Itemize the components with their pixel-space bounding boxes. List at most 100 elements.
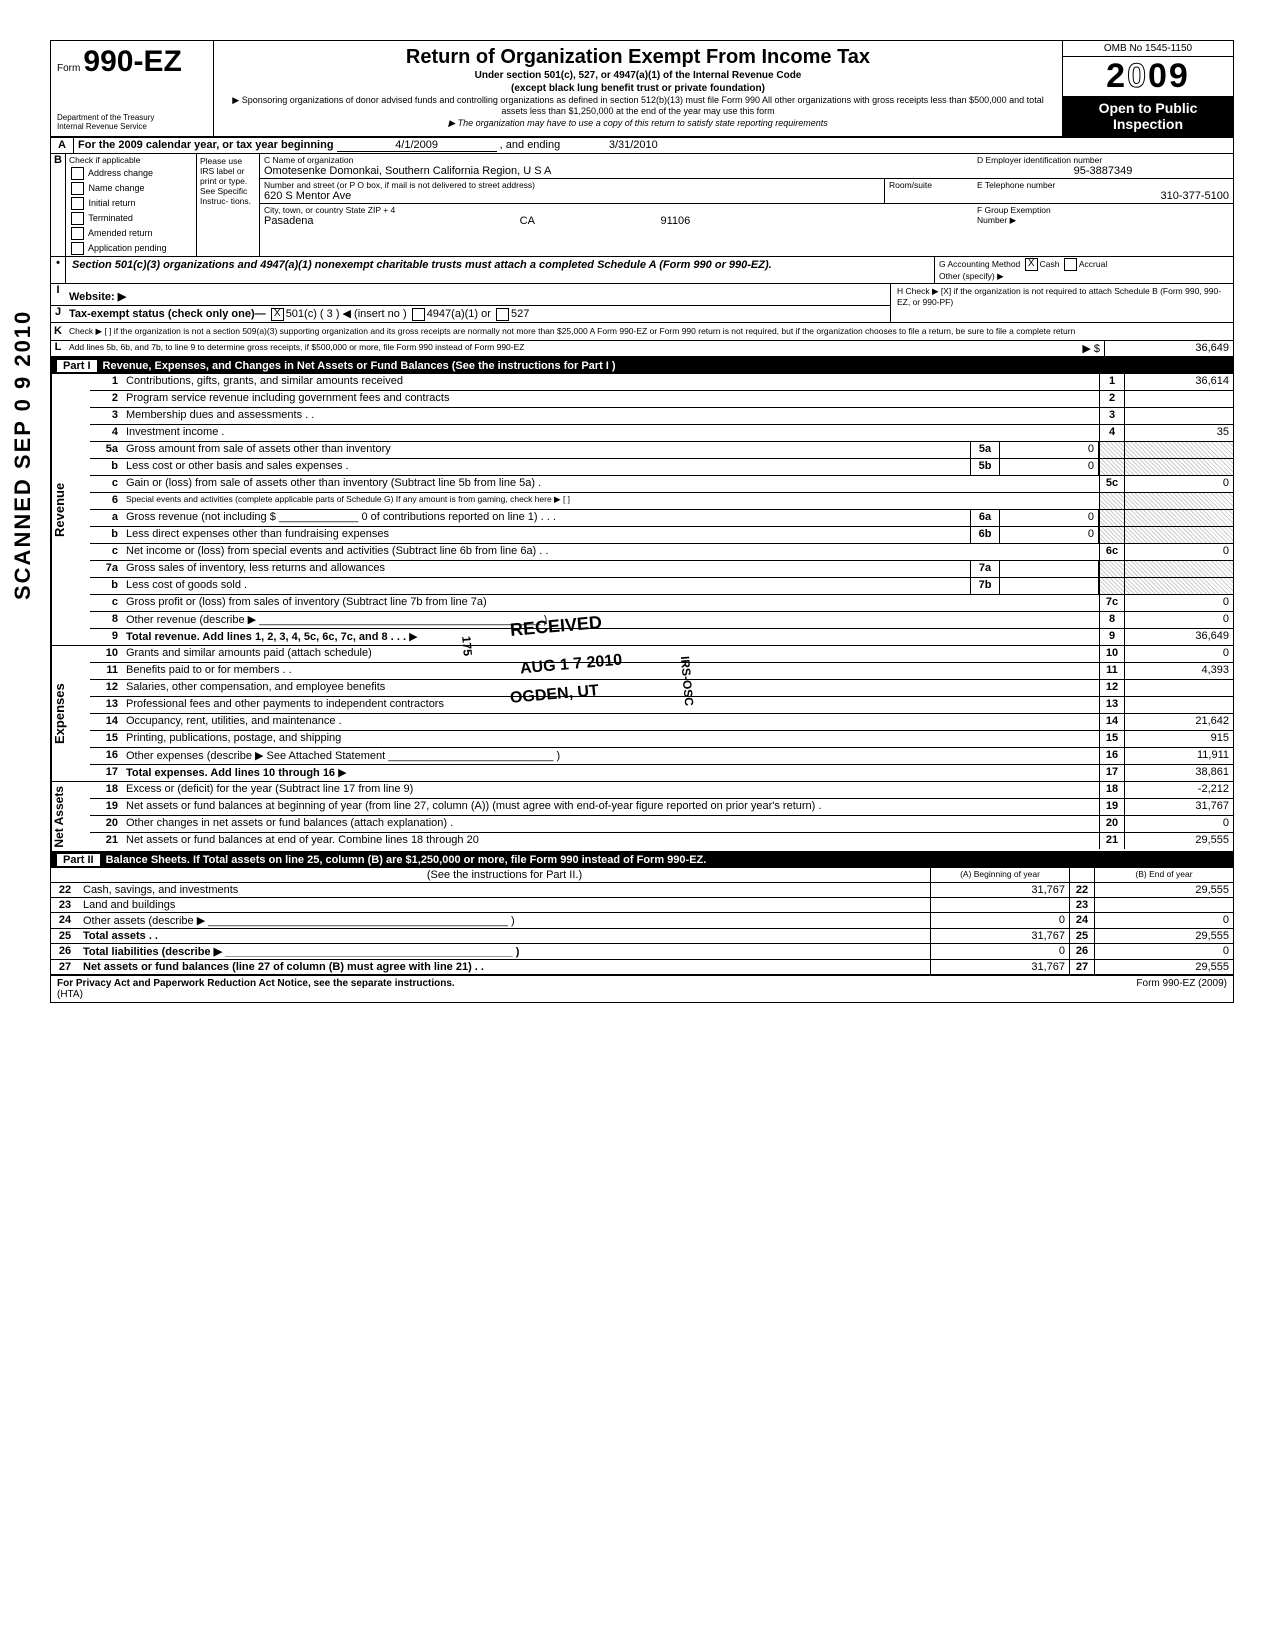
line-9: Total revenue. Add lines 1, 2, 3, 4, 5c,… <box>126 631 406 643</box>
amt-5c: 0 <box>1125 476 1233 492</box>
check-name[interactable] <box>71 182 84 195</box>
bs-instr: (See the instructions for Part II.) <box>79 868 930 882</box>
l-text: Add lines 5b, 6b, and 7b, to line 9 to d… <box>65 341 1056 356</box>
j-501c: 501(c) ( 3 ) ◀ (insert no ) <box>286 308 407 320</box>
form-sub2: (except black lung benefit trust or priv… <box>222 83 1054 96</box>
f-label: F Group Exemption <box>977 205 1229 215</box>
amt-8: 0 <box>1125 612 1233 628</box>
bs-26b: 0 <box>1094 944 1233 959</box>
line-17: Total expenses. Add lines 10 through 16 <box>126 767 335 779</box>
section-b-block: B Check if applicable Address change Nam… <box>51 154 1233 257</box>
revenue-side: Revenue <box>51 374 90 645</box>
g-label: G Accounting Method <box>939 259 1020 269</box>
bs-25b: 29,555 <box>1094 929 1233 943</box>
line-13: Professional fees and other payments to … <box>124 697 1099 713</box>
bs-27: Net assets or fund balances (line 27 of … <box>83 961 484 973</box>
amt-4: 35 <box>1125 425 1233 441</box>
irs-label-instructions: Please use IRS label or print or type. S… <box>197 154 260 256</box>
line-19: Net assets or fund balances at beginning… <box>124 799 1099 815</box>
bs-27a: 31,767 <box>930 960 1069 974</box>
ein: 95-3887349 <box>977 165 1229 177</box>
amt-1: 36,614 <box>1125 374 1233 390</box>
bs-23: Land and buildings <box>79 898 930 912</box>
mid-5b: 0 <box>1000 459 1099 475</box>
city: Pasadena <box>264 215 314 227</box>
lbl-cash: Cash <box>1040 259 1060 269</box>
line-a-mid: , and ending <box>500 139 561 151</box>
street: 620 S Mentor Ave <box>264 190 880 202</box>
street-label: Number and street (or P O box, if mail i… <box>264 180 880 190</box>
bs-23b <box>1094 898 1233 912</box>
expenses-side: Expenses <box>51 646 90 781</box>
lbl-accrual: Accrual <box>1079 259 1107 269</box>
bs-27b: 29,555 <box>1094 960 1233 974</box>
bs-25: Total assets . . <box>83 930 158 942</box>
mid-7b <box>1000 578 1099 594</box>
l-amount: 36,649 <box>1104 341 1233 356</box>
mid-5a: 0 <box>1000 442 1099 458</box>
amt-2 <box>1125 391 1233 407</box>
mid-6b: 0 <box>1000 527 1099 543</box>
bs-22a: 31,767 <box>930 883 1069 897</box>
form-subtitle: Under section 501(c), 527, or 4947(a)(1)… <box>222 70 1054 83</box>
part-2-header: Part II Balance Sheets. If Total assets … <box>51 852 1233 868</box>
copy-note: ▶ The organization may have to use a cop… <box>222 118 1054 129</box>
e-label: E Telephone number <box>977 180 1229 190</box>
check-if-applicable: Check if applicable <box>66 154 196 166</box>
line-7c: Gross profit or (loss) from sales of inv… <box>124 595 1099 611</box>
check-initial[interactable] <box>71 197 84 210</box>
form-title: Return of Organization Exempt From Incom… <box>222 45 1054 70</box>
website-label: Website: ▶ <box>69 291 126 303</box>
check-cash[interactable]: X <box>1025 258 1038 271</box>
j-4947: 4947(a)(1) or <box>427 308 491 320</box>
check-address[interactable] <box>71 167 84 180</box>
line-2: Program service revenue including govern… <box>124 391 1099 407</box>
room-label: Room/suite <box>884 179 973 203</box>
check-527[interactable] <box>496 308 509 321</box>
g-other: Other (specify) ▶ <box>939 271 1229 282</box>
netassets-side: Net Assets <box>51 782 90 852</box>
check-501c[interactable]: X <box>271 308 284 321</box>
amt-15: 915 <box>1125 731 1233 747</box>
line-6c: Net income or (loss) from special events… <box>124 544 1099 560</box>
lbl-name: Name change <box>89 183 145 193</box>
line-6a: Gross revenue (not including $ _________… <box>124 510 970 526</box>
dept-irs: Internal Revenue Service <box>57 123 207 132</box>
j-527: 527 <box>511 308 529 320</box>
sponsor-note: ▶ Sponsoring organizations of donor advi… <box>222 95 1054 118</box>
state: CA <box>520 215 535 227</box>
line-6: Special events and activities (complete … <box>124 493 1099 509</box>
form-footer: For Privacy Act and Paperwork Reduction … <box>51 976 1233 1002</box>
line-3: Membership dues and assessments . . <box>124 408 1099 424</box>
line-a: A For the 2009 calendar year, or tax yea… <box>51 138 1233 154</box>
line-10: Grants and similar amounts paid (attach … <box>124 646 1099 662</box>
line-21: Net assets or fund balances at end of ye… <box>124 833 1099 849</box>
bs-26: Total liabilities (describe ▶ __________… <box>83 946 519 958</box>
open-public-2: Inspection <box>1065 116 1231 132</box>
amt-16: 11,911 <box>1125 748 1233 764</box>
line-5b: Less cost or other basis and sales expen… <box>124 459 970 475</box>
bs-header: (See the instructions for Part II.) (A) … <box>51 868 1233 883</box>
check-terminated[interactable] <box>71 212 84 225</box>
check-amended[interactable] <box>71 227 84 240</box>
bs-24a: 0 <box>930 913 1069 928</box>
f-number: Number ▶ <box>977 215 1229 226</box>
line-7b: Less cost of goods sold . <box>124 578 970 594</box>
amt-3 <box>1125 408 1233 424</box>
check-4947[interactable] <box>412 308 425 321</box>
check-pending[interactable] <box>71 242 84 255</box>
period-end: 3/31/2010 <box>563 139 703 151</box>
bs-22b: 29,555 <box>1094 883 1233 897</box>
amt-12 <box>1125 680 1233 696</box>
lbl-terminated: Terminated <box>88 213 133 223</box>
zip: 91106 <box>660 215 690 227</box>
line-5a: Gross amount from sale of assets other t… <box>124 442 970 458</box>
amt-14: 21,642 <box>1125 714 1233 730</box>
bs-25a: 31,767 <box>930 929 1069 943</box>
amt-13 <box>1125 697 1233 713</box>
footer-left: For Privacy Act and Paperwork Reduction … <box>57 978 455 989</box>
amt-17: 38,861 <box>1125 765 1233 781</box>
line-11: Benefits paid to or for members . . <box>124 663 1099 679</box>
check-accrual[interactable] <box>1064 258 1077 271</box>
tax-year: 2009 <box>1063 57 1233 96</box>
